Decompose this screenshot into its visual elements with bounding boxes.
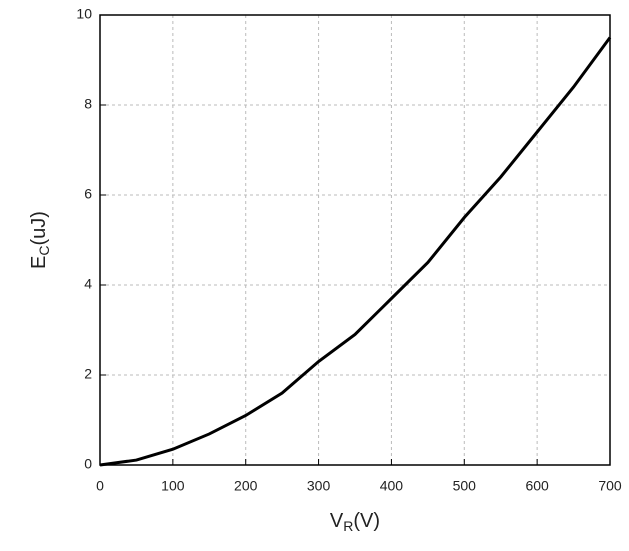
- data-line: [99, 36, 612, 467]
- x-label-unit: (V): [353, 510, 380, 532]
- y-label-sub: C: [36, 245, 52, 255]
- y-label-unit: (uJ): [28, 211, 50, 245]
- y-axis-label: EC(uJ): [28, 211, 51, 269]
- x-tick-label: 700: [598, 478, 622, 494]
- y-tick-label: 6: [84, 186, 92, 202]
- x-tick-label: 400: [380, 478, 404, 494]
- x-tick-label: 600: [525, 478, 549, 494]
- y-tick-label: 2: [84, 366, 92, 382]
- x-label-sub: R: [343, 518, 353, 534]
- plot-frame: [99, 14, 611, 466]
- x-tick-label: 200: [234, 478, 258, 494]
- y-tick-label: 4: [84, 276, 92, 292]
- y-label-main: E: [28, 256, 50, 269]
- y-tick-label: 8: [84, 96, 92, 112]
- x-label-main: V: [330, 510, 344, 532]
- x-tick-label: 100: [161, 478, 185, 494]
- x-tick-label: 500: [453, 478, 477, 494]
- x-tick-label: 0: [96, 478, 104, 494]
- x-tick-label: 300: [307, 478, 331, 494]
- y-tick-label: 10: [76, 6, 92, 22]
- x-axis-label: VR(V): [330, 510, 380, 533]
- y-tick-label: 0: [84, 456, 92, 472]
